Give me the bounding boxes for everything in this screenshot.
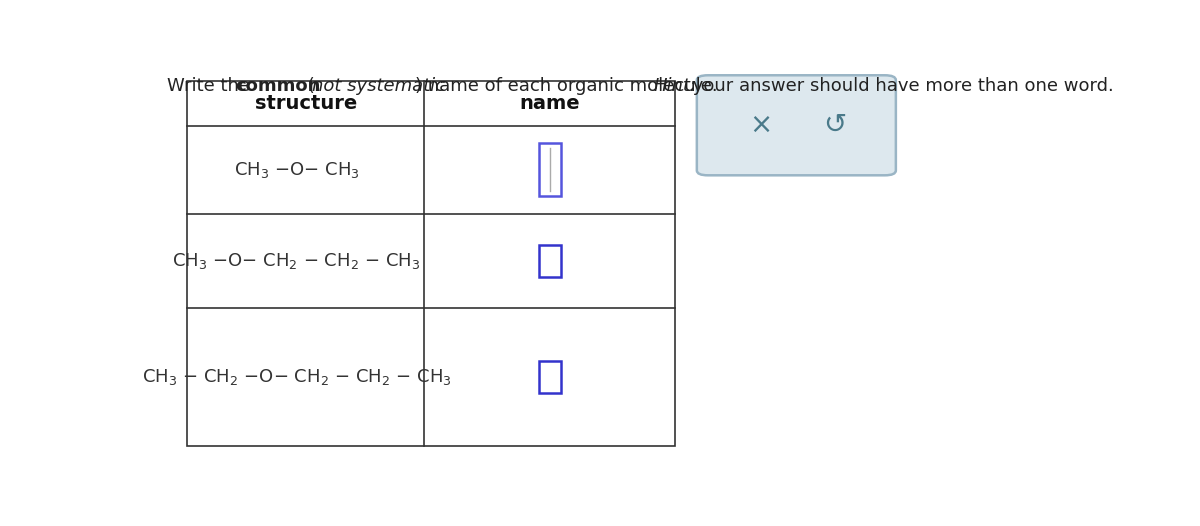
Text: (: ( [301, 77, 314, 95]
Text: CH$_3$ $-$O$-$ CH$_3$: CH$_3$ $-$O$-$ CH$_3$ [234, 159, 359, 180]
Text: structure: structure [254, 94, 356, 113]
Text: Hint:: Hint: [654, 77, 697, 95]
Text: CH$_3$ $-$O$-$ CH$_2$ $-$ CH$_2$ $-$ CH$_3$: CH$_3$ $-$O$-$ CH$_2$ $-$ CH$_2$ $-$ CH$… [173, 251, 421, 271]
Text: your answer should have more than one word.: your answer should have more than one wo… [686, 77, 1114, 95]
Text: ×: × [749, 112, 773, 139]
Bar [539, 361, 562, 393]
Text: not systematic: not systematic [312, 77, 444, 95]
Bar [187, 82, 676, 446]
Text: ↺: ↺ [823, 112, 847, 139]
Text: ) name of each organic molecule.: ) name of each organic molecule. [415, 77, 724, 95]
FancyBboxPatch shape [697, 75, 896, 175]
Text: common: common [235, 77, 320, 95]
Text: CH$_3$ $-$ CH$_2$ $-$O$-$ CH$_2$ $-$ CH$_2$ $-$ CH$_3$: CH$_3$ $-$ CH$_2$ $-$O$-$ CH$_2$ $-$ CH$… [142, 367, 451, 387]
Text: Write the: Write the [167, 77, 256, 95]
Bar [539, 143, 562, 196]
Text: name: name [520, 94, 581, 113]
Bar [539, 245, 562, 277]
